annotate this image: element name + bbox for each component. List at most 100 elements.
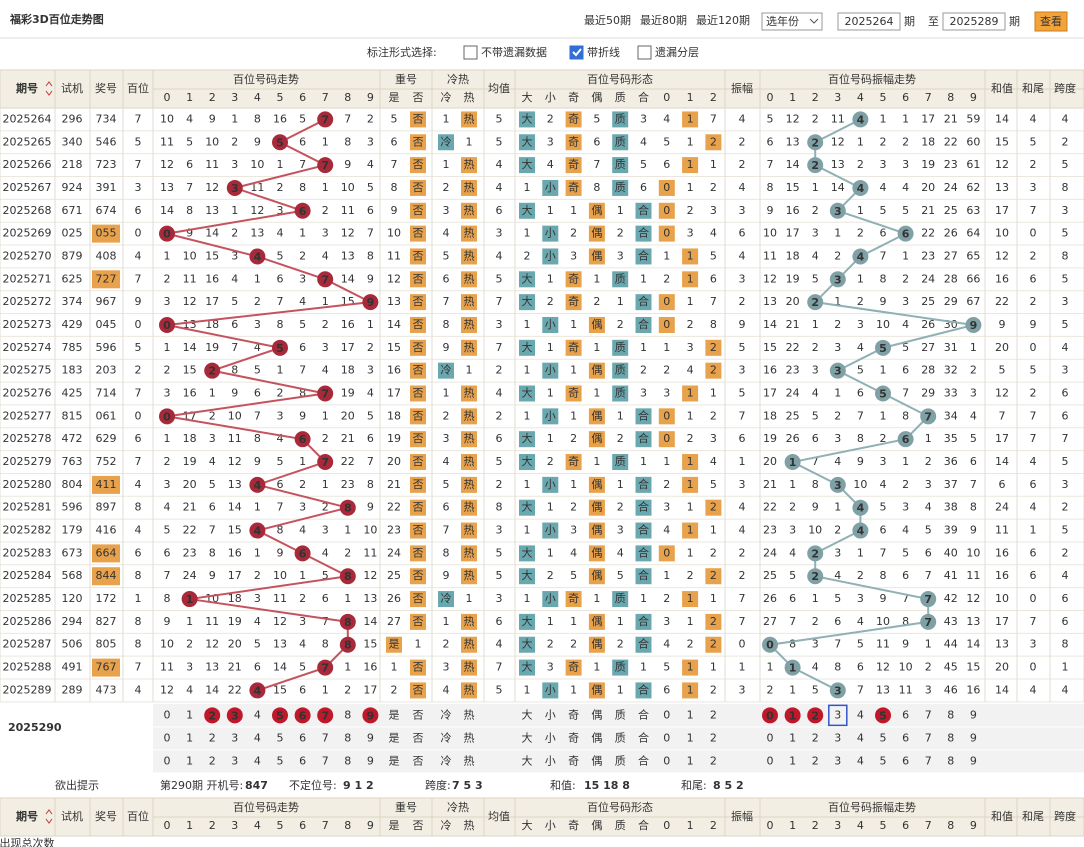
ball-text[interactable]: 1	[789, 709, 797, 722]
pick-digit[interactable]: 0	[164, 754, 171, 767]
pick-digit[interactable]: 9	[970, 731, 977, 744]
pick-digit[interactable]: 4	[254, 731, 261, 744]
pick-digit[interactable]: 1	[186, 708, 193, 721]
hit-cell	[565, 659, 582, 676]
cell: 055	[96, 227, 117, 240]
pick-digit[interactable]: 0	[164, 708, 171, 721]
pick-digit[interactable]: 7	[322, 754, 329, 767]
hint-item: 9 1 2	[343, 779, 374, 792]
pick-digit[interactable]: 9	[367, 731, 374, 744]
hint-item: 第290期 开机号:	[160, 778, 243, 792]
pick-digit[interactable]: 4	[857, 731, 864, 744]
pick-digit[interactable]: 6	[902, 708, 909, 721]
pick-digit[interactable]: 4	[857, 754, 864, 767]
sub-header: 3	[834, 819, 841, 832]
miss: 1	[617, 409, 624, 422]
checkbox[interactable]	[463, 45, 478, 60]
option-text[interactable]: 带折线	[587, 45, 620, 59]
pick-digit[interactable]: 1	[789, 754, 796, 767]
ball-text[interactable]: 2	[811, 709, 819, 722]
cell: 2025273	[3, 318, 52, 331]
option-text[interactable]: 遗漏分层	[655, 45, 699, 59]
pick-digit[interactable]: 5	[880, 731, 887, 744]
input-text[interactable]: 2025264	[845, 15, 894, 28]
pick-digit[interactable]: 5	[277, 754, 284, 767]
pick-digit[interactable]: 8	[344, 708, 351, 721]
pick-digit[interactable]: 7	[322, 731, 329, 744]
pick-digit[interactable]: 3	[834, 708, 841, 721]
pick-digit[interactable]: 5	[277, 731, 284, 744]
miss: 4	[570, 546, 577, 559]
hit-cell	[542, 476, 559, 493]
ball-text: 4	[254, 250, 262, 263]
pick-digit[interactable]: 7	[925, 708, 932, 721]
hit-cell	[635, 545, 652, 562]
miss: 38	[944, 501, 958, 514]
pick-digit[interactable]: 8	[344, 731, 351, 744]
miss: 6	[970, 455, 977, 468]
pick-digit[interactable]: 6	[299, 754, 306, 767]
pick-digit[interactable]: 9	[970, 708, 977, 721]
ball-text[interactable]: 5	[276, 709, 284, 722]
miss: 11	[160, 135, 174, 148]
pick-digit[interactable]: 6	[299, 731, 306, 744]
pick-digit[interactable]: 8	[947, 708, 954, 721]
pick-digit[interactable]: 2	[812, 754, 819, 767]
miss: 1	[344, 524, 351, 537]
pick-digit[interactable]: 5	[880, 754, 887, 767]
hit-cell	[612, 271, 629, 288]
pick-digit[interactable]: 2	[209, 731, 216, 744]
pick-digit[interactable]: 0	[767, 754, 774, 767]
ball-text[interactable]: 3	[231, 709, 239, 722]
ball-text[interactable]: 5	[879, 709, 887, 722]
forecast-issue-bg	[0, 703, 153, 773]
pick-digit[interactable]: 7	[925, 754, 932, 767]
cell: 6	[739, 432, 746, 445]
pick-digit[interactable]: 9	[970, 754, 977, 767]
ball-text[interactable]: 7	[321, 709, 329, 722]
pick-digit[interactable]: 4	[254, 708, 261, 721]
ball-text[interactable]: 6	[299, 709, 307, 722]
pick-digit[interactable]: 9	[367, 754, 374, 767]
cell: 9	[135, 295, 142, 308]
miss: 12	[966, 592, 980, 605]
pick-digit[interactable]: 2	[812, 731, 819, 744]
ball-text[interactable]: 0	[766, 709, 774, 722]
pick-digit[interactable]: 6	[902, 731, 909, 744]
button-text[interactable]: 查看	[1040, 14, 1062, 28]
pick-digit[interactable]: 3	[834, 754, 841, 767]
option-text[interactable]: 不带遗漏数据	[481, 45, 547, 59]
pick-digit[interactable]: 1	[186, 754, 193, 767]
pick-digit[interactable]: 1	[186, 731, 193, 744]
pick-digit[interactable]: 7	[925, 731, 932, 744]
miss: 13	[763, 295, 777, 308]
link[interactable]: 最近80期	[640, 14, 687, 27]
pick-digit[interactable]: 6	[902, 754, 909, 767]
pick-digit[interactable]: 4	[857, 708, 864, 721]
pick-digit[interactable]: 1	[789, 731, 796, 744]
link[interactable]: 最近50期	[584, 14, 631, 27]
checkbox[interactable]	[637, 45, 652, 60]
pick-digit[interactable]: 3	[834, 731, 841, 744]
ball-text[interactable]: 2	[208, 709, 216, 722]
pick-digit[interactable]: 8	[947, 731, 954, 744]
checkbox[interactable]	[569, 45, 584, 60]
pick-digit[interactable]: 8	[947, 754, 954, 767]
cell: 16	[995, 546, 1009, 559]
cell: 8	[496, 501, 503, 514]
hit-text: 否	[413, 181, 424, 194]
pick-digit[interactable]: 3	[231, 731, 238, 744]
pick-digit[interactable]: 0	[164, 731, 171, 744]
hit-cell	[612, 659, 629, 676]
pick-digit[interactable]: 0	[767, 731, 774, 744]
ball-text[interactable]: 9	[367, 709, 375, 722]
pick-digit[interactable]: 4	[254, 754, 261, 767]
input-text[interactable]: 2025289	[950, 15, 999, 28]
cell: 3	[496, 592, 503, 605]
miss: 4	[617, 546, 624, 559]
link[interactable]: 最近120期	[696, 14, 750, 27]
pick-digit[interactable]: 3	[231, 754, 238, 767]
pick-digit[interactable]: 8	[344, 754, 351, 767]
pick-digit[interactable]: 2	[209, 754, 216, 767]
cell: 3	[1030, 638, 1037, 651]
